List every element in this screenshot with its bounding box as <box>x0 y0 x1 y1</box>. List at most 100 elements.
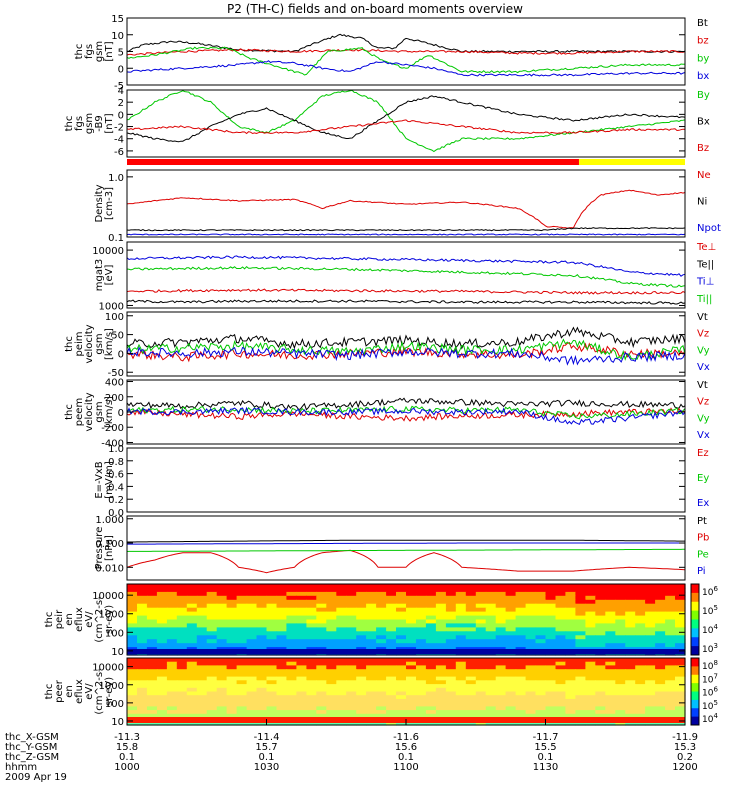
footer-row-label: hhmm <box>5 762 37 773</box>
y-axis-label: mgat3 <box>94 259 105 292</box>
low-energy-band <box>127 649 685 654</box>
y-axis-label: eflux <box>74 679 85 704</box>
y-axis-label: peem <box>74 398 85 426</box>
y-axis-label: -B9 <box>94 115 105 131</box>
y-tick-label: 10 <box>111 31 124 42</box>
series-line-Ni <box>126 227 686 232</box>
colorbar-exponent: 5 <box>713 699 717 707</box>
legend-entry: Bz <box>697 143 709 154</box>
y-tick-label: 10000 <box>92 663 124 674</box>
y-axis-label: gsm <box>94 401 105 422</box>
colorbar-label: 108 <box>702 659 718 672</box>
y-axis-label: sr-eV) <box>104 605 115 634</box>
y-tick-label: 0.0 <box>108 508 124 519</box>
footer-value: 0.1 <box>119 752 135 763</box>
y-tick-label: 10000 <box>92 246 124 257</box>
colorbar-exponent: 6 <box>713 686 718 694</box>
legend-entry: Te⊥ <box>696 242 716 253</box>
legend-entry: Vz <box>697 329 709 340</box>
y-tick-label: -4 <box>114 135 124 146</box>
series-line-Vx <box>126 406 686 425</box>
footer-row-label: thc_Y-GSM <box>5 742 57 753</box>
mode-bar <box>127 159 685 165</box>
footer-value: -11.3 <box>114 732 140 743</box>
y-tick-label: 100 <box>105 312 124 323</box>
y-axis-label: fgs <box>84 44 95 59</box>
footer-value: 0.2 <box>677 752 693 763</box>
y-axis-label: [mV/m] <box>104 461 115 499</box>
colorbar-peir: 106 105 104 103 <box>690 583 718 656</box>
colorbar-label: 107 <box>702 672 718 685</box>
series-line-bz <box>126 48 686 56</box>
panel-frame <box>126 89 686 158</box>
y-tick-label: -400 <box>101 438 124 449</box>
footer-value: 1000 <box>114 762 139 773</box>
y-tick-label: 0.2 <box>108 495 124 506</box>
panel-frame <box>126 241 686 309</box>
y-tick-label: 50 <box>111 331 124 342</box>
y-axis-label: peir <box>54 609 65 629</box>
series-line-Bx <box>126 95 686 143</box>
legend-entry: Vt <box>697 312 708 323</box>
footer-value: -11.9 <box>672 732 698 743</box>
colorbar-label: 104 <box>702 623 718 636</box>
footer-value: 0.1 <box>259 752 275 763</box>
footer-value: -11.4 <box>254 732 280 743</box>
y-axis-label: eV/ <box>84 611 95 628</box>
colorbar-label: 106 <box>702 585 718 598</box>
y-tick-label: -5 <box>114 81 124 92</box>
y-axis-label: velocity <box>84 392 95 431</box>
y-tick-label: 0.4 <box>108 482 124 493</box>
y-tick-label: 0 <box>118 349 124 360</box>
series-line-By <box>126 89 686 153</box>
y-tick-label: -6 <box>114 147 124 158</box>
y-tick-label: -2 <box>114 123 124 134</box>
legend-entry: Pb <box>697 533 709 544</box>
colorbar-exponent: 8 <box>713 659 717 667</box>
spectrogram-peir <box>127 584 686 656</box>
y-axis-label: en <box>64 613 75 626</box>
y-tick-label: 1.000 <box>95 515 124 526</box>
legend-entry: Npot <box>697 223 721 234</box>
y-axis-label: [km/s] <box>104 396 115 428</box>
legend-entry: Pi <box>697 566 706 577</box>
colorbar-label: 105 <box>702 604 718 617</box>
legend-entry: Pt <box>697 516 707 527</box>
series-line-Pb <box>126 549 686 574</box>
panel-peir: 106 105 104 103 10000 1000 100 10 thc peir en eflux… <box>44 583 718 658</box>
y-tick-label: 1000 <box>99 610 124 621</box>
panel-frame <box>126 447 686 513</box>
footer-date: 2009 Apr 19 <box>5 772 67 783</box>
footer-value: 0.1 <box>398 752 414 763</box>
legend-entry: Pe <box>697 549 709 560</box>
y-tick-label: 400 <box>105 378 124 389</box>
legend-entry: Vx <box>697 362 710 373</box>
panel-frame <box>126 169 686 238</box>
y-axis-label: [km/s] <box>104 328 115 360</box>
series-line-Ti|| <box>126 266 686 288</box>
y-tick-label: -50 <box>108 368 124 379</box>
y-axis-label: [eV] <box>104 265 115 286</box>
y-tick-label: -200 <box>101 423 124 434</box>
y-tick-label: 2 <box>118 98 124 109</box>
legend-entry: Vt <box>697 380 708 391</box>
panel-frame <box>126 583 686 656</box>
y-tick-label: 0.1 <box>108 233 124 244</box>
footer-value: 15.6 <box>395 742 417 753</box>
colorbar-exponent: 7 <box>713 672 717 680</box>
y-tick-label: 10000 <box>92 591 124 602</box>
legend-entry: Bx <box>697 117 710 128</box>
footer-value: 1100 <box>393 762 418 773</box>
x-axis <box>126 719 686 725</box>
series-line-Vz <box>126 407 685 422</box>
series-line-Vt <box>126 397 686 411</box>
legend-entry: Ni <box>697 197 707 208</box>
y-axis-label: [nPa] <box>104 535 115 561</box>
footer-value: 15.5 <box>534 742 556 753</box>
y-axis-label: gsm <box>94 333 105 354</box>
y-axis-label: Pressure <box>94 527 105 570</box>
